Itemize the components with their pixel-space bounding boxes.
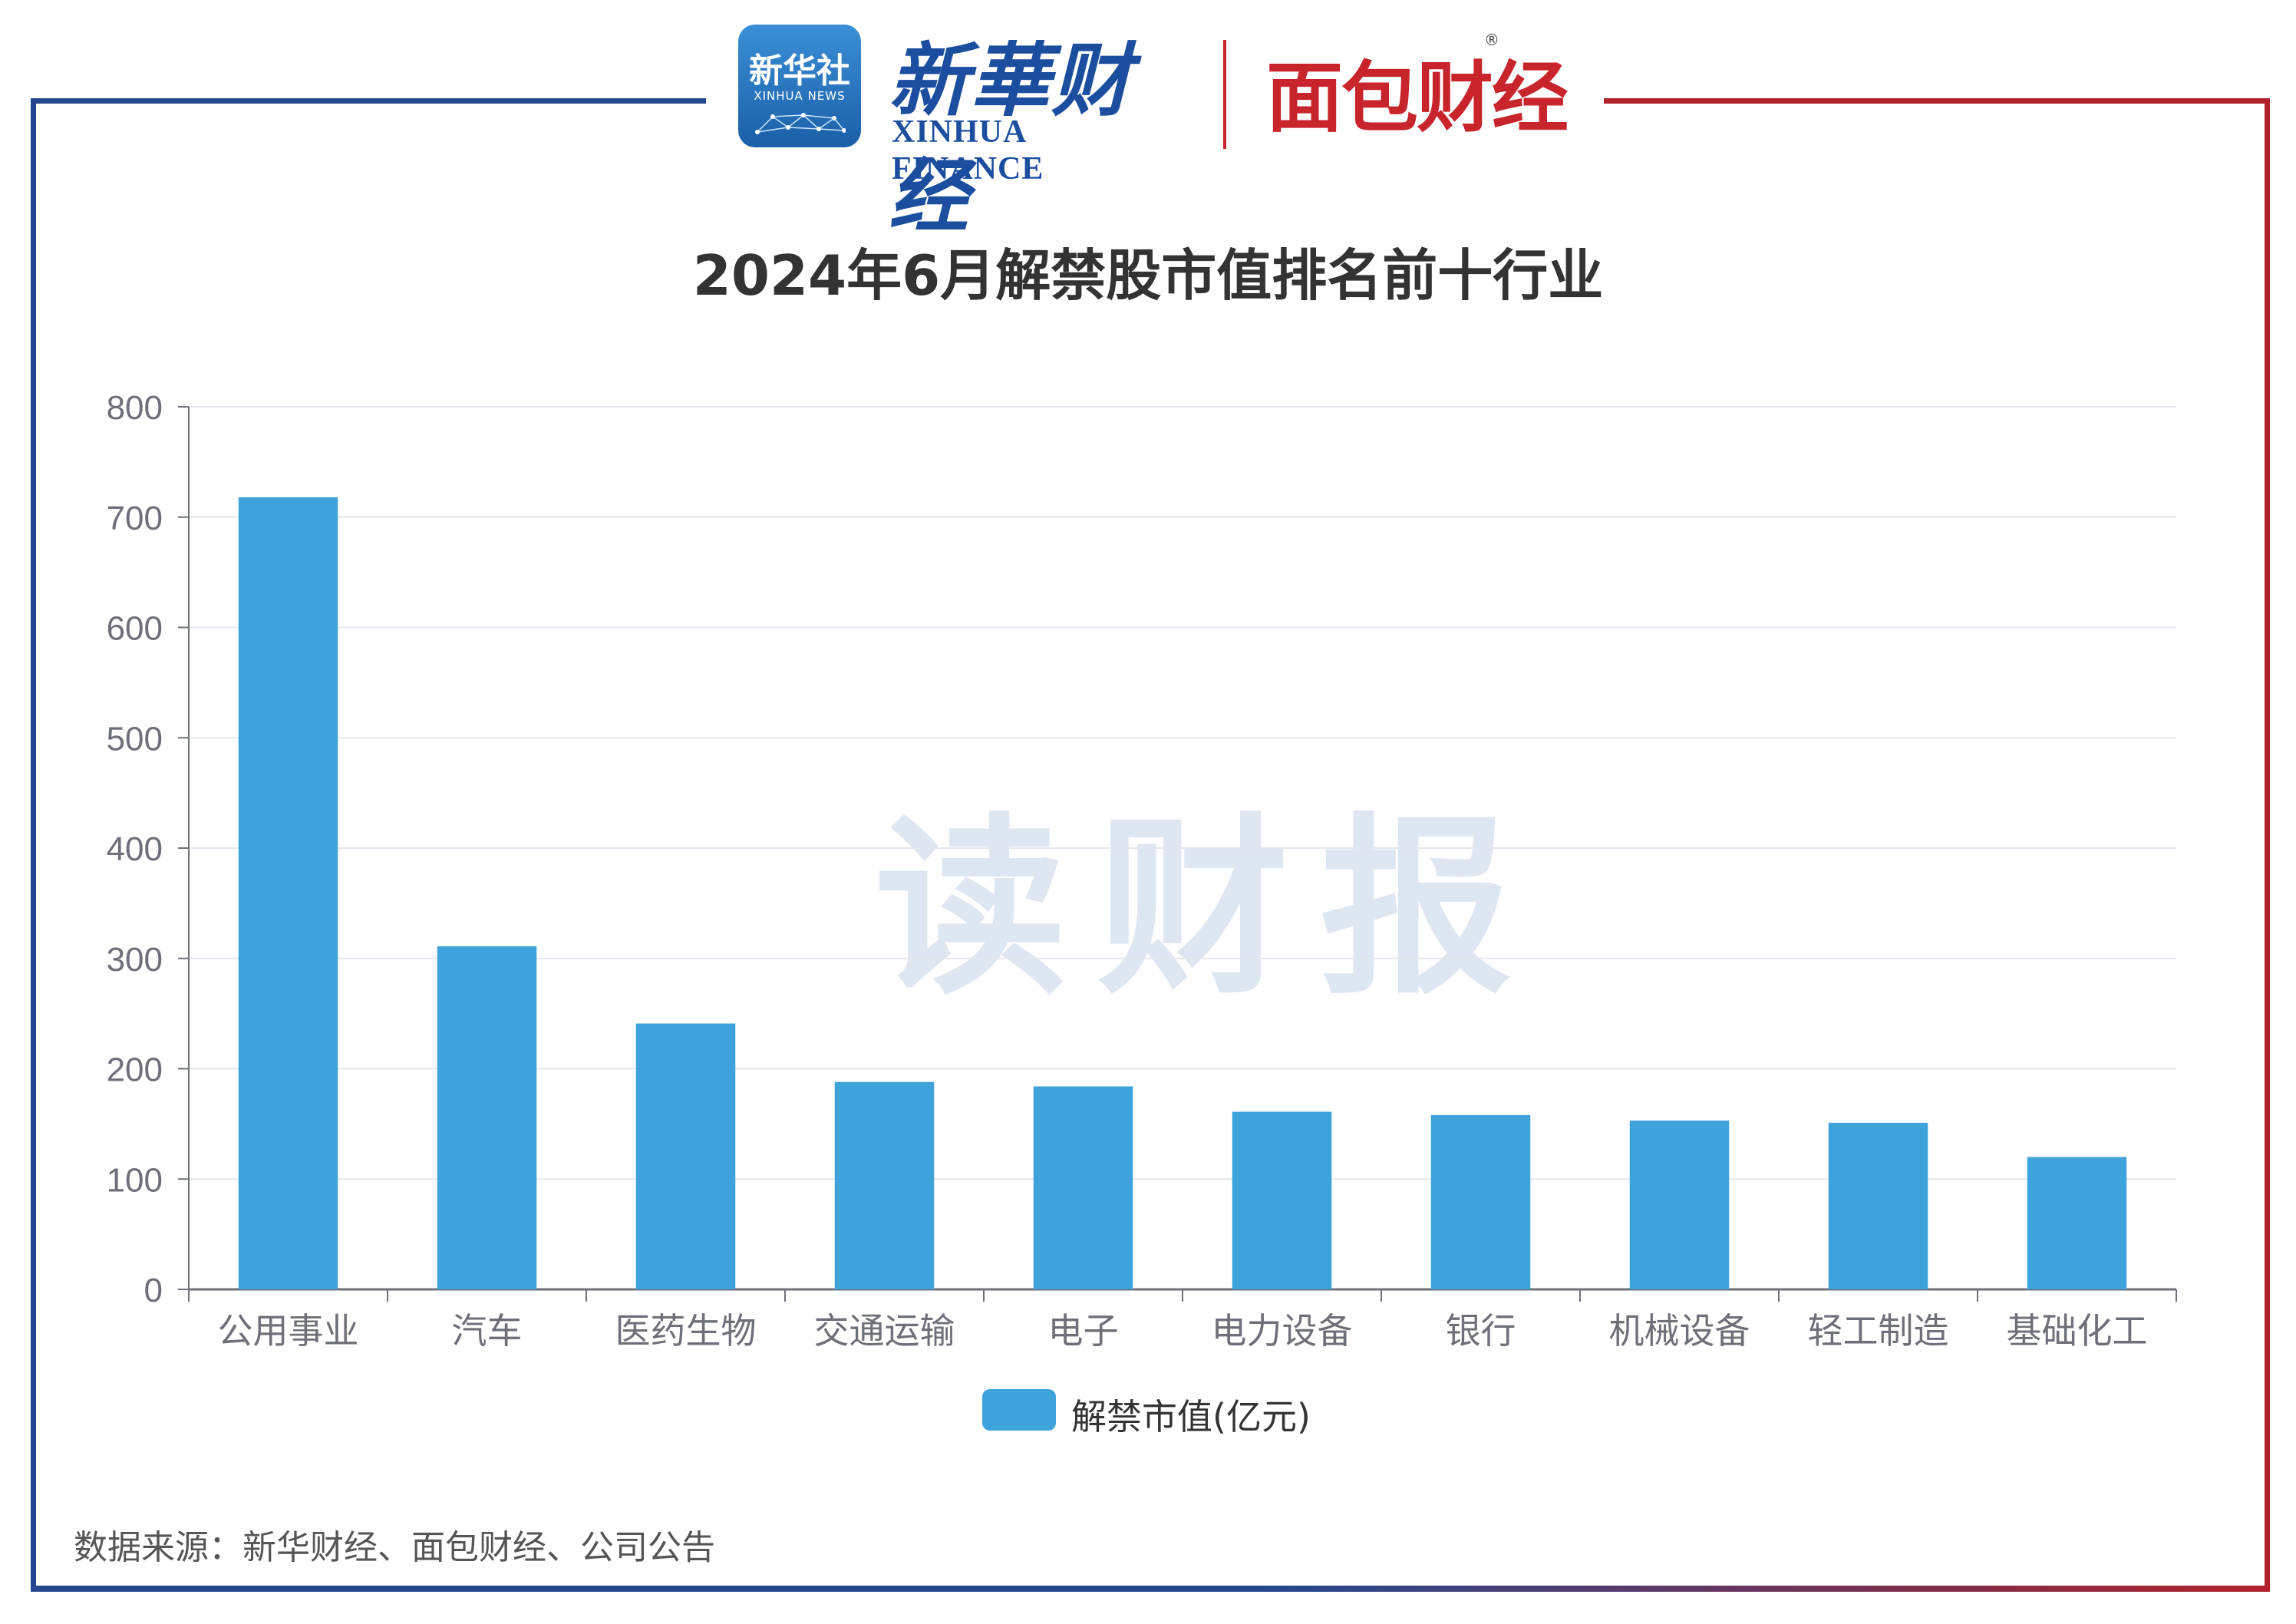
legend-label: 解禁市值(亿元)	[1071, 1389, 1311, 1440]
bar	[1232, 1112, 1332, 1289]
y-tick-label: 400	[107, 830, 163, 868]
x-tick-label: 基础化工	[2007, 1310, 2148, 1352]
bar	[239, 497, 338, 1289]
x-tick-label: 电力设备	[1212, 1310, 1353, 1352]
x-tick-label: 电子	[1048, 1310, 1119, 1352]
y-tick-label: 200	[107, 1051, 163, 1089]
bar	[835, 1082, 935, 1289]
y-tick-label: 0	[144, 1272, 163, 1309]
y-tick-label: 600	[107, 610, 163, 648]
bar	[636, 1024, 736, 1289]
x-tick-label: 银行	[1446, 1310, 1516, 1352]
x-tick-label: 汽车	[452, 1310, 523, 1352]
legend-swatch	[982, 1389, 1056, 1431]
y-tick-label: 100	[107, 1161, 163, 1199]
x-tick-label: 轻工制造	[1808, 1310, 1949, 1352]
bar	[1829, 1123, 1928, 1289]
x-tick-label: 机械设备	[1609, 1310, 1750, 1352]
bar	[1034, 1087, 1133, 1290]
y-tick-label: 500	[107, 720, 163, 758]
bar	[1431, 1115, 1531, 1289]
x-tick-label: 公用事业	[218, 1310, 359, 1352]
y-tick-label: 700	[107, 500, 163, 537]
x-tick-label: 交通运输	[814, 1310, 955, 1352]
x-tick-label: 医药生物	[615, 1310, 757, 1352]
bar	[437, 946, 537, 1289]
bar	[2027, 1157, 2127, 1290]
bar	[1630, 1121, 1730, 1289]
y-tick-label: 300	[107, 941, 163, 979]
y-tick-label: 800	[107, 389, 163, 427]
data-source: 数据来源：新华财经、面包财经、公司公告	[74, 1520, 715, 1569]
